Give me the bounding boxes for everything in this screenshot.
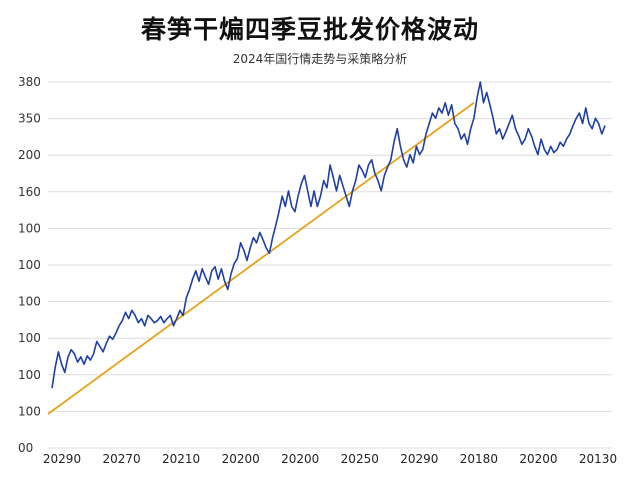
x-tick-label: 20290 [400, 452, 438, 466]
chart-subtitle: 2024年国行情走势与采策略分析 [232, 52, 408, 66]
x-tick-label: 20290 [43, 452, 81, 466]
x-tick-label: 20180 [460, 452, 498, 466]
x-tick-label: 20210 [162, 452, 200, 466]
y-tick-label: 350 [18, 112, 41, 126]
trend-line [47, 102, 475, 415]
x-tick-label: 20200 [281, 452, 319, 466]
y-tick-label: 380 [18, 75, 41, 89]
y-tick-label: 100 [18, 221, 41, 235]
y-tick-label: 160 [18, 185, 41, 199]
y-tick-label: 100 [18, 258, 41, 272]
y-tick-label: 100 [18, 404, 41, 418]
price-series-line [51, 81, 606, 389]
y-tick-label: 100 [18, 331, 41, 345]
x-tick-label: 20200 [519, 452, 557, 466]
y-tick-label: 100 [18, 295, 41, 309]
chart-title: 春笋干煸四季豆批发价格波动 [140, 15, 479, 44]
x-tick-label: 20250 [341, 452, 379, 466]
y-tick-label: 200 [18, 148, 41, 162]
y-tick-label: 100 [18, 368, 41, 382]
y-tick-label: 00 [18, 441, 33, 455]
x-tick-label: 20200 [222, 452, 260, 466]
x-tick-label: 20270 [102, 452, 140, 466]
x-tick-label: 20130 [579, 452, 617, 466]
